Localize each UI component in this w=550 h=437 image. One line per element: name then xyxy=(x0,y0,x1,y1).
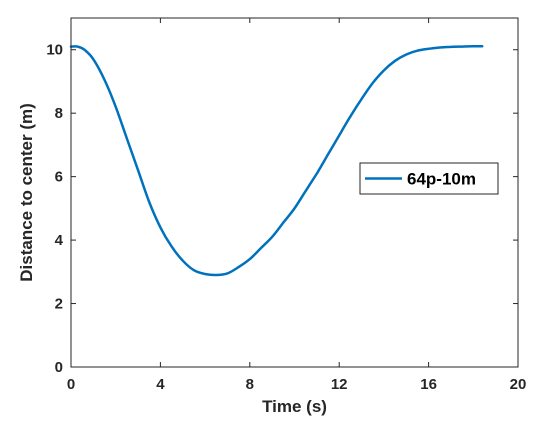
axes-frame xyxy=(70,17,519,368)
x-axis-title: Time (s) xyxy=(262,397,327,416)
y-tick-label: 8 xyxy=(55,105,63,122)
y-tick-label: 10 xyxy=(46,42,63,59)
legend: 64p-10m xyxy=(359,162,499,195)
x-tick-label: 8 xyxy=(246,376,254,393)
x-tick-label: 20 xyxy=(510,376,527,393)
x-tick-label: 4 xyxy=(156,376,165,393)
plot-area xyxy=(69,44,484,277)
x-tick-label: 16 xyxy=(420,376,437,393)
y-tick-label: 0 xyxy=(55,359,63,376)
y-axis-title: Distance to center (m) xyxy=(17,103,36,282)
axis-ticks: 0 4 8 12 16 20 0 2 4 6 8 10 xyxy=(46,18,526,393)
x-tick-label: 12 xyxy=(331,376,348,393)
y-tick-label: 6 xyxy=(55,169,63,186)
y-tick-label: 2 xyxy=(55,296,63,313)
x-tick-label: 0 xyxy=(67,376,75,393)
y-tick-label: 4 xyxy=(55,232,64,249)
series-line-64p-10m xyxy=(69,44,484,277)
legend-label: 64p-10m xyxy=(407,170,476,189)
